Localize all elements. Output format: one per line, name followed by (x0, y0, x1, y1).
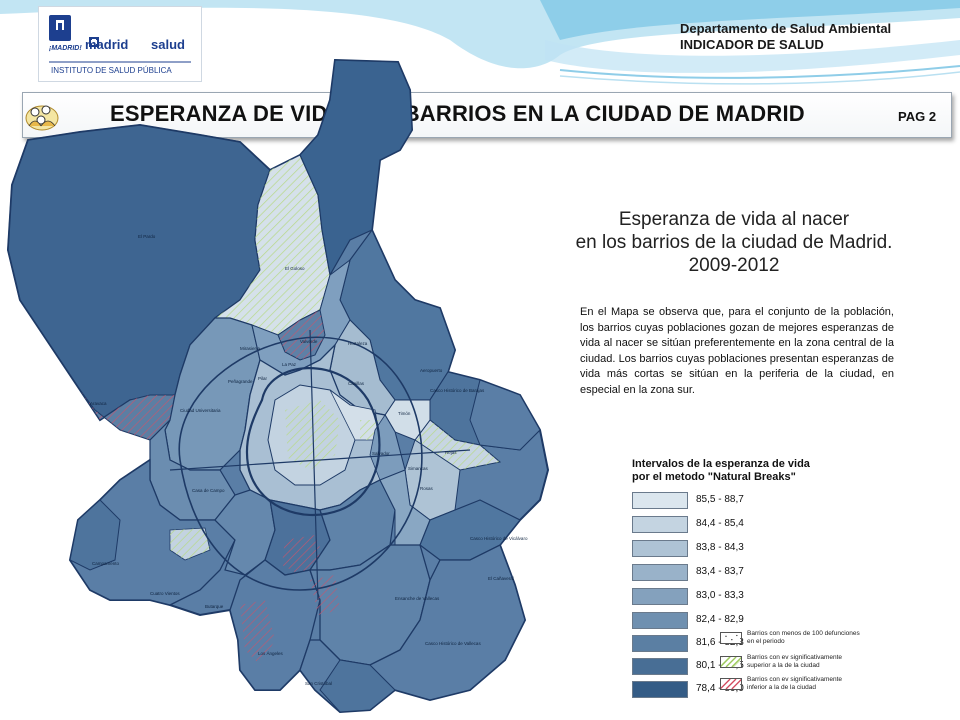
label-rosas: Rosas (420, 486, 434, 491)
indicator-label: INDICADOR DE SALUD (680, 37, 824, 52)
people-group-icon (25, 105, 59, 131)
label-pilar: Pilar (258, 376, 268, 381)
label-casco-barajas: Casco Histórico de Barajas (430, 388, 485, 393)
legend-label: 84,4 - 85,4 (696, 518, 744, 529)
legend-note: Barrios con menos de 100 defunciones en e… (720, 630, 870, 652)
legend-swatch (632, 635, 688, 652)
label-valverde: Valverde (300, 339, 318, 344)
label-el-pardo: El Pardo (138, 234, 156, 239)
label-san-cristobal: San Cristóbal (305, 681, 332, 686)
district-north-tip (299, 59, 413, 277)
legend-label: 82,4 - 82,9 (696, 614, 744, 625)
district-casco-barajas (469, 379, 541, 451)
label-vicalvaro: Casco Histórico de Vicálvaro (470, 536, 528, 541)
green-hatch-icon (720, 656, 742, 668)
legend-swatch (632, 492, 688, 509)
legend-label: 80,1 - 81,5 (696, 660, 744, 671)
label-el-canaveral: El Cañaveral (488, 576, 514, 581)
label-campamento: Campamento (92, 561, 120, 566)
page-title: ESPERANZA DE VIDA POR BARRIOS EN LA CIUD… (110, 101, 805, 126)
logo-brand-suffix: salud (151, 37, 185, 52)
district-campamento (69, 499, 121, 571)
legend-title-line1: Intervalos de la esperanza de vida (632, 458, 810, 470)
madrid-neighborhoods-map: El Pardo El Goloso Valverde Mirasierra P… (6, 58, 550, 714)
dots-pattern-icon (720, 632, 742, 644)
red-hatch-icon (720, 678, 742, 690)
map-description: En el Mapa se observa que, para el conju… (580, 306, 894, 396)
label-la-paz: La Paz (282, 362, 297, 367)
legend-label: 85,5 - 88,7 (696, 494, 744, 505)
note-line: Barrios con ev significativamente (747, 654, 843, 661)
district-south-edge (319, 659, 396, 713)
legend-label: 78,4 - 80,0 (696, 683, 744, 694)
label-timon: Timón (398, 411, 411, 416)
label-aravaca: Aravaca (90, 401, 107, 406)
label-aeropuerto: Aeropuerto (420, 368, 443, 373)
ring-road-m40 (178, 336, 423, 591)
label-casa-de-campo: Casa de Campo (192, 488, 225, 493)
legend-label: 83,4 - 83,7 (696, 566, 744, 577)
map-title: Esperanza de vida al nacer en los barrio… (548, 208, 920, 277)
note-line: en el periodo (747, 637, 785, 645)
label-simancas: Simancas (408, 466, 429, 471)
label-rejas: Rejas (445, 450, 457, 455)
label-el-goloso: El Goloso (285, 266, 305, 271)
legend-swatch (632, 564, 688, 581)
legend-title-line2: por el metodo "Natural Breaks" (632, 471, 796, 483)
logo-city-text: ¡MADRID! (49, 45, 82, 52)
map-title-line1: Esperanza de vida al nacer (618, 209, 850, 230)
department-name: Departamento de Salud Ambiental (680, 21, 892, 36)
page-number: PAG 2 (898, 109, 937, 124)
legend-swatch (632, 612, 688, 629)
legend-title: Intervalos de la esperanza de vida por e… (632, 458, 810, 484)
legend-note: Barrios con ev significativamente inferio… (720, 676, 870, 698)
map-title-line2: en los barrios de la ciudad de Madrid. (575, 232, 893, 253)
district-latina (69, 458, 236, 606)
note-line: inferior a la de la ciudad (747, 683, 817, 691)
label-vallecas: Casco Histórico de Vallecas (425, 641, 481, 646)
label-los-angeles: Los Ángeles (258, 650, 284, 656)
logo-institute: INSTITUTO DE SALUD PÚBLICA (51, 66, 172, 75)
label-ensanche: Ensanche de Vallecas (395, 596, 440, 601)
note-line: superior a la de la ciudad (747, 661, 820, 669)
label-canillas: Canillas (348, 381, 365, 386)
label-penagrande: Peñagrande (228, 379, 253, 384)
legend-note-text: Barrios con menos de 100 defunciones en e… (747, 630, 872, 645)
legend-note-text: Barrios con ev significativamente superio… (747, 654, 872, 669)
header-swoosh-decoration (0, 0, 960, 85)
legend-swatch (632, 658, 688, 675)
logo-graphic (49, 15, 191, 63)
madrid-salud-logo: ¡MADRID! madrid salud INSTITUTO DE SALUD… (38, 6, 202, 82)
map-title-line3: 2009-2012 (688, 255, 780, 276)
label-hortaleza: Hortaleza (348, 341, 368, 346)
department-header: Departamento de Salud Ambiental INDICADO… (680, 21, 891, 53)
legend-swatch (632, 516, 688, 533)
ring-road-m30 (245, 367, 381, 517)
legend-swatch (632, 681, 688, 698)
label-cuatro-vientos: Cuatro Vientos (150, 591, 180, 596)
legend-label: 83,8 - 84,3 (696, 542, 744, 553)
label-butarque: Butarque (205, 604, 224, 609)
legend-note-text: Barrios con ev significativamente inferio… (747, 676, 872, 691)
legend-note: Barrios con ev significativamente superio… (720, 654, 870, 676)
label-ciudad-universitaria: Ciudad Universitaria (180, 408, 221, 413)
legend-label: 83,0 - 83,3 (696, 590, 744, 601)
legend-swatch (632, 588, 688, 605)
logo-brand: madrid (85, 37, 129, 52)
label-salvador: Salvador (372, 451, 390, 456)
legend-label: 81,6 - 82,3 (696, 637, 744, 648)
note-line: Barrios con ev significativamente (747, 676, 843, 683)
label-mirasierra: Mirasierra (240, 346, 260, 351)
legend-swatch (632, 540, 688, 557)
note-line: Barrios con menos de 100 defunciones (747, 630, 860, 637)
